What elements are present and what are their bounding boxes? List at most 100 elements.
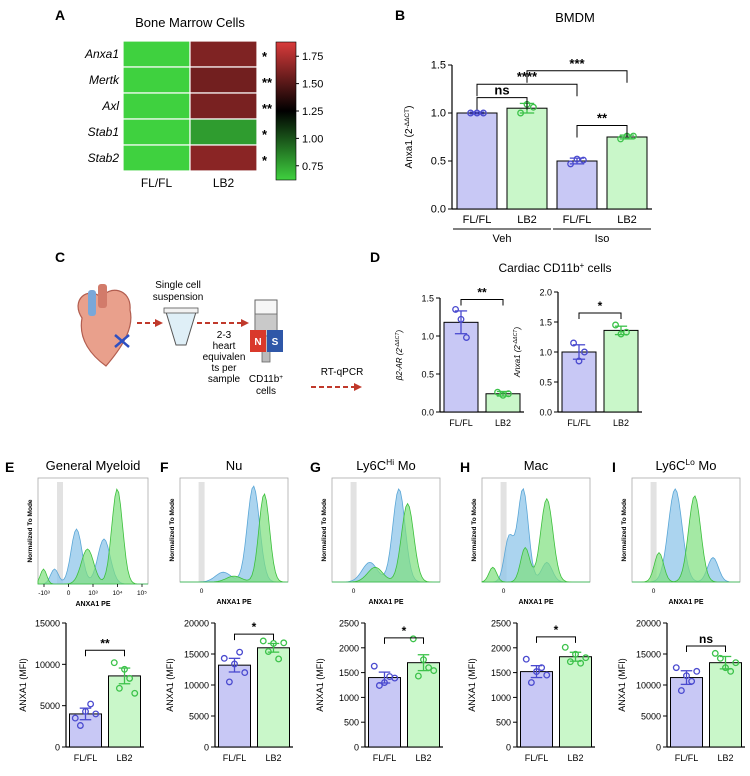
histogram-lb2 xyxy=(632,495,740,583)
facs-gate xyxy=(500,482,507,582)
data-point xyxy=(275,655,283,663)
facs-y-label: Normalized To Mode xyxy=(621,498,628,561)
data-point xyxy=(575,357,583,365)
data-point xyxy=(220,654,228,662)
data-point xyxy=(677,687,685,695)
y-tick-label: 5000 xyxy=(189,712,209,722)
panel-letter-e: E xyxy=(5,459,14,475)
heatmap-column-label: LB2 xyxy=(213,176,235,190)
data-point xyxy=(82,708,89,715)
heatmap-cell xyxy=(189,144,258,172)
bar-chart-f: 0 5000 10000 15000 20000 ANXA1 (MFI) FL/FL LB2 * xyxy=(165,619,293,763)
category-label: LB2 xyxy=(265,753,281,763)
data-point xyxy=(617,135,625,143)
category-label: FL/FL xyxy=(525,753,549,763)
bar xyxy=(670,677,703,748)
facs-histogram-1: General Myeloid Normalized To Mode -10³ 0 10… xyxy=(27,458,149,608)
category-label: LB2 xyxy=(495,418,511,428)
significance-label: * xyxy=(402,624,407,638)
tube-icon xyxy=(165,311,197,346)
significance-bracket xyxy=(536,636,576,643)
facs-x-label: ANXA1 PE xyxy=(75,601,110,608)
bar xyxy=(506,107,548,210)
tube-label: suspension xyxy=(153,292,204,303)
heatmap-significance: * xyxy=(262,49,268,64)
category-label: FL/FL xyxy=(223,753,247,763)
y-tick-label: 500 xyxy=(496,718,511,728)
y-axis-label: ANXA1 (MFI) xyxy=(315,658,325,712)
y-tick-label: 1.0 xyxy=(431,108,446,120)
facs-tick-label: 10³ xyxy=(88,590,98,597)
heatmap-cell xyxy=(122,66,191,94)
bar xyxy=(559,656,592,748)
facs-tick-label: 10⁵ xyxy=(137,590,147,597)
y-tick-label: 1.5 xyxy=(539,318,552,328)
heatmap-significance: ** xyxy=(262,75,273,90)
bar-chart-b: 0.0 0.5 1.0 1.5 Anxa1 (2-ΔΔCT) FL/FL LB2 FL/FL L… xyxy=(404,56,652,245)
y-tick-label: 1.0 xyxy=(539,348,552,358)
y-tick-label: 2500 xyxy=(339,619,359,629)
data-point xyxy=(504,390,512,398)
data-point xyxy=(71,714,79,722)
y-tick-label: 15000 xyxy=(184,650,209,660)
significance-bracket xyxy=(234,633,274,641)
data-point xyxy=(527,679,535,686)
significance-bracket xyxy=(476,97,528,110)
y-tick-label: 2500 xyxy=(491,619,511,629)
y-tick-label: 0 xyxy=(204,743,209,753)
data-point xyxy=(115,684,123,692)
y-tick-label: 20000 xyxy=(184,619,209,629)
colorbar-tick-label: 1.75 xyxy=(302,51,323,63)
bar-chart-i: 0 5000 10000 15000 20000 ANXA1 (MFI) FL/FL LB2 n… xyxy=(617,619,745,763)
equivalent-label: 2-3 xyxy=(217,330,232,341)
heatmap-cell xyxy=(189,66,258,94)
facs-title: Nu xyxy=(226,458,243,473)
facs-tick-label: 0 xyxy=(502,588,506,595)
panel-letter-b: B xyxy=(395,7,405,23)
y-axis-label: ANXA1 (MFI) xyxy=(165,658,175,712)
significance-bracket xyxy=(526,70,628,83)
histogram-lb2 xyxy=(37,488,148,585)
data-point xyxy=(570,339,578,347)
group-label: Veh xyxy=(493,233,512,245)
superscript: -ΔΔCT xyxy=(513,329,519,345)
y-axis-label: ANXA1 (MFI) xyxy=(467,658,477,712)
superscript: + xyxy=(279,374,283,381)
y-tick-label: 0.5 xyxy=(431,156,446,168)
category-label: FL/FL xyxy=(463,214,492,226)
data-point xyxy=(567,160,575,168)
facs-histogram-4: Mac Normalized To Mode 0 ANXA1 PE xyxy=(471,458,591,606)
y-tick-label: 0 xyxy=(656,743,661,753)
y-tick-label: 0 xyxy=(354,743,359,753)
data-point xyxy=(622,328,630,336)
heatmap-cell xyxy=(122,118,191,146)
equivalent-label: heart xyxy=(213,341,236,352)
heatmap-cell xyxy=(189,92,258,120)
facs-gate xyxy=(57,482,63,584)
facs-tick-label: 0 xyxy=(352,588,356,595)
text-span: CD11b xyxy=(249,374,280,385)
text-span: ) xyxy=(404,106,415,109)
bar xyxy=(603,329,639,413)
significance-label: ** xyxy=(477,286,487,300)
data-point xyxy=(672,664,680,672)
data-point xyxy=(572,650,579,658)
equivalent-label: sample xyxy=(208,374,241,385)
y-axis-label: Anxa1 (2-ΔΔCT) xyxy=(404,106,416,169)
data-point xyxy=(582,654,590,662)
data-point xyxy=(462,334,470,341)
heatmap-significance: * xyxy=(262,127,268,142)
significance-label: * xyxy=(598,299,603,313)
data-point xyxy=(76,722,84,729)
data-point xyxy=(467,109,475,117)
data-point xyxy=(241,669,249,677)
data-point xyxy=(381,679,388,686)
text-span: Anxa1 (2 xyxy=(513,345,522,379)
data-point xyxy=(370,662,378,670)
heatmap-cell xyxy=(189,40,258,68)
cd11b-label: CD11b+ xyxy=(249,374,283,386)
ligation-mark-icon xyxy=(114,334,130,348)
bar xyxy=(108,675,141,748)
panel-letter-i: I xyxy=(612,459,616,475)
data-point xyxy=(280,639,288,647)
